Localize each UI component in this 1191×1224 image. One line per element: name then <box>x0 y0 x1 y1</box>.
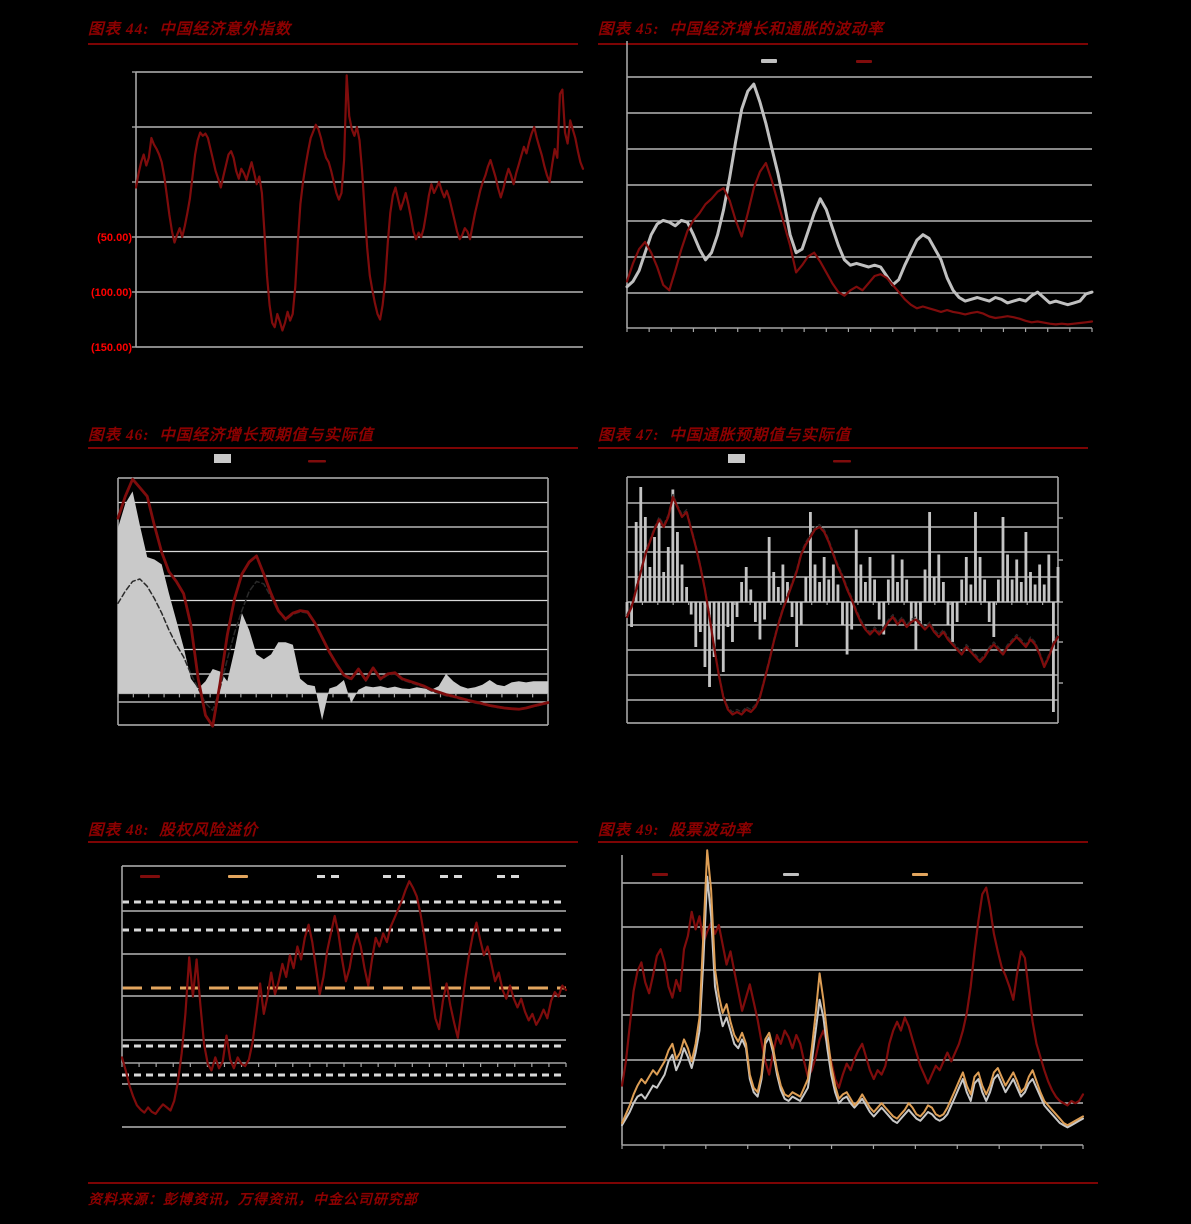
chart-49: 图表 49: 股票波动率 <box>598 815 1118 1170</box>
chart-48-plot <box>88 815 608 1170</box>
source-note-text: 资料来源：彭博资讯，万得资讯，中金公司研究部 <box>88 1193 418 1208</box>
y-axis-label: (50.00) <box>97 232 132 244</box>
chart-49-title-underline <box>598 841 1088 843</box>
chart-46-title: 图表 46: 中国经济增长预期值与实际值 <box>88 427 374 444</box>
chart-45-title-underline <box>598 43 1088 45</box>
chart-48-title: 图表 48: 股权风险溢价 <box>88 822 259 839</box>
chart-48: 图表 48: 股权风险溢价 <box>88 815 608 1170</box>
chart-47-plot <box>598 420 1118 765</box>
chart-48-title-underline <box>88 841 578 843</box>
chart-46-title-underline <box>88 447 578 449</box>
chart-45-title: 图表 45: 中国经济增长和通胀的波动率 <box>598 21 884 38</box>
chart-44-plot: (50.00) (100.00) (150.00) <box>88 14 608 370</box>
y-axis-label: (100.00) <box>91 287 132 299</box>
chart-47: 图表 47: 中国通胀预期值与实际值 <box>598 420 1118 765</box>
chart-49-plot <box>598 815 1118 1170</box>
chart-47-title: 图表 47: 中国通胀预期值与实际值 <box>598 427 851 444</box>
chart-47-title-underline <box>598 447 1088 449</box>
source-note: 资料来源：彭博资讯，万得资讯，中金公司研究部 <box>88 1182 1098 1209</box>
chart-46: 图表 46: 中国经济增长预期值与实际值 <box>88 420 608 765</box>
chart-44-title-underline <box>88 43 578 45</box>
chart-45: 图表 45: 中国经济增长和通胀的波动率 <box>598 14 1118 370</box>
chart-44-title: 图表 44: 中国经济意外指数 <box>88 21 292 38</box>
chart-45-plot <box>598 14 1118 370</box>
chart-44: 图表 44: 中国经济意外指数 (50.00) (100.00) (150.00) <box>88 14 608 370</box>
chart-49-title: 图表 49: 股票波动率 <box>598 822 752 839</box>
footer-divider <box>88 1182 1098 1184</box>
y-axis-label: (150.00) <box>91 342 132 354</box>
chart-46-plot <box>88 420 608 765</box>
